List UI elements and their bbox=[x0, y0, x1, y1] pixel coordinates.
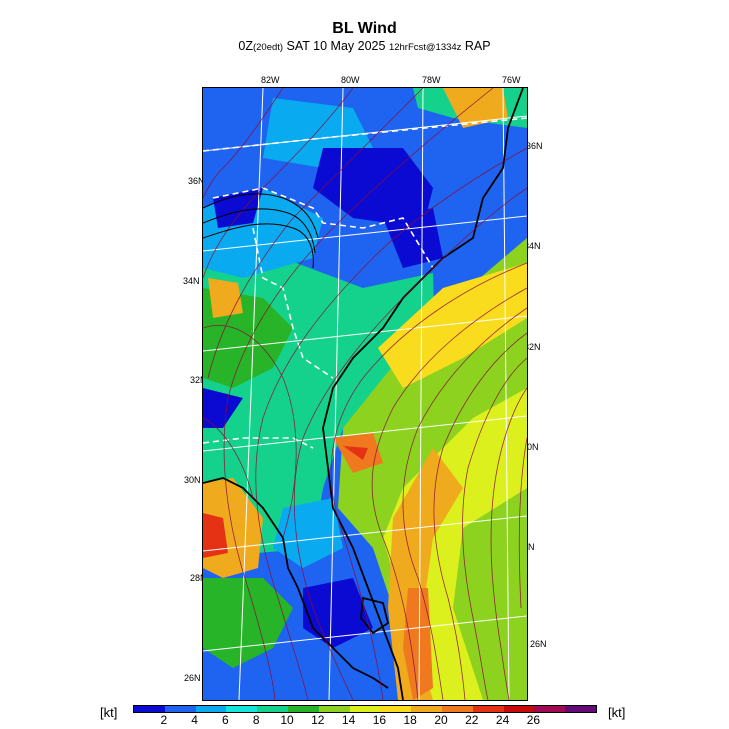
chart-title: BL Wind bbox=[332, 20, 397, 37]
colorbar-swatch bbox=[287, 706, 319, 712]
wind-field-orange-west bbox=[208, 278, 243, 318]
wind-map bbox=[203, 88, 527, 700]
lon-label-78w: 78W bbox=[422, 75, 441, 85]
colorbar-swatch bbox=[503, 706, 535, 712]
colorbar-swatch bbox=[349, 706, 381, 712]
lat-label-left-26n: 26N bbox=[184, 673, 201, 683]
wind-field-gulf-green bbox=[203, 578, 293, 668]
lat-label-left-32n: 32N bbox=[190, 375, 207, 385]
lat-label-right-26n: 26N bbox=[530, 639, 547, 649]
colorbar-swatch bbox=[226, 706, 258, 712]
colorbar-tick-label: 24 bbox=[495, 713, 510, 727]
colorbar-swatch bbox=[565, 706, 596, 712]
colorbar-swatch bbox=[195, 706, 227, 712]
colorbar-tick-label: 2 bbox=[160, 713, 168, 727]
colorbar-swatch bbox=[534, 706, 566, 712]
colorbar-unit-right: [kt] bbox=[608, 705, 626, 720]
colorbar bbox=[133, 705, 597, 713]
subtitle-valid-time: 0Z bbox=[238, 39, 253, 53]
colorbar-tick-label: 14 bbox=[341, 713, 356, 727]
colorbar-swatch bbox=[380, 706, 412, 712]
colorbar-tick-label: 18 bbox=[403, 713, 417, 727]
wind-field-weak-fl bbox=[303, 578, 373, 648]
subtitle-model: RAP bbox=[461, 39, 491, 53]
colorbar-tick-label: 22 bbox=[465, 713, 479, 727]
wind-field-cyan-fl bbox=[273, 498, 343, 568]
lat-label-left-36n: 36N bbox=[188, 176, 205, 186]
streamlines-dark bbox=[203, 193, 319, 269]
chart-subtitle: 0Z(20edt) SAT 10 May 2025 12hrFcst@1334z… bbox=[0, 39, 729, 53]
coastline bbox=[203, 88, 524, 700]
wind-field-orange-top bbox=[443, 88, 508, 128]
wind-map-panel bbox=[202, 87, 528, 701]
lat-label-right-34n: 34N bbox=[524, 241, 541, 251]
colorbar-swatch bbox=[318, 706, 350, 712]
subtitle-date: SAT 10 May 2025 bbox=[283, 39, 389, 53]
colorbar-swatch bbox=[411, 706, 442, 712]
wind-field-jet-core bbox=[403, 588, 433, 700]
colorbar-swatch bbox=[134, 706, 165, 712]
subtitle-local-time: (20edt) bbox=[252, 42, 284, 53]
wind-field-jet-north-core bbox=[343, 446, 368, 460]
lat-label-right-30n: 30N bbox=[522, 442, 539, 452]
lat-label-left-28n: 28N bbox=[190, 573, 207, 583]
wind-field-yellow-ne bbox=[378, 263, 527, 388]
wind-field-weak-west bbox=[203, 388, 243, 428]
colorbar-tick-label: 26 bbox=[526, 713, 541, 727]
lat-label-right-32n: 32N bbox=[524, 342, 541, 352]
subtitle-forecast: 12hrFcst@1334z bbox=[388, 42, 462, 53]
colorbar-tick-label: 6 bbox=[222, 713, 229, 727]
colorbar-swatch bbox=[472, 706, 504, 712]
lon-label-82w: 82W bbox=[261, 75, 280, 85]
colorbar-swatch bbox=[257, 706, 288, 712]
wind-field-gulf-core bbox=[203, 513, 228, 558]
colorbar-swatch bbox=[441, 706, 473, 712]
streamlines bbox=[203, 88, 527, 700]
colorbar-swatch bbox=[164, 706, 196, 712]
wind-field-weak-nc bbox=[383, 208, 443, 268]
graticule bbox=[203, 88, 527, 700]
colorbar-tick-label: 20 bbox=[434, 713, 448, 727]
wind-field-weak-nw bbox=[213, 188, 263, 228]
colorbar-tick-label: 8 bbox=[252, 713, 260, 727]
lon-label-80w: 80W bbox=[341, 75, 360, 85]
lat-label-left-30n: 30N bbox=[184, 475, 201, 485]
colorbar-unit-left: [kt] bbox=[100, 705, 118, 720]
lat-label-right-36n: 36N bbox=[526, 141, 543, 151]
colorbar-tick-label: 12 bbox=[311, 713, 325, 727]
colorbar-tick-label: 16 bbox=[372, 713, 387, 727]
colorbar-tick-label: 10 bbox=[280, 713, 294, 727]
lon-label-76w: 76W bbox=[502, 75, 521, 85]
colorbar-tick-label: 4 bbox=[191, 713, 198, 727]
lat-label-left-34n: 34N bbox=[183, 276, 200, 286]
